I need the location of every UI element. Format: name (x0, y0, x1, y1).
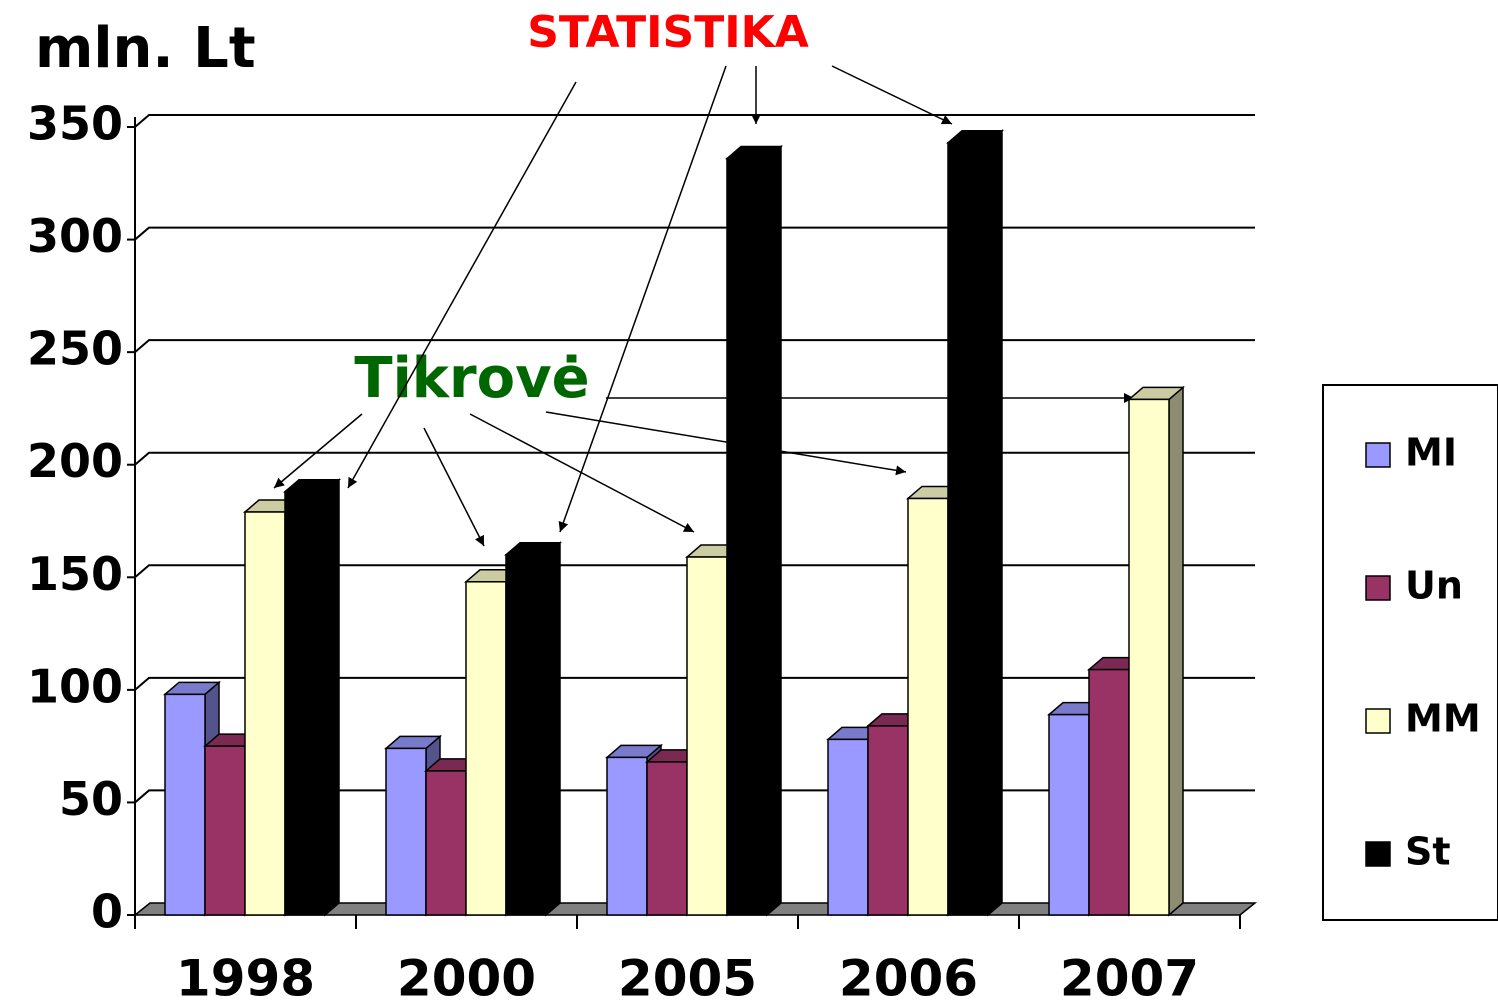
bar (385, 747, 427, 916)
y-tick-label: 200 (27, 434, 123, 488)
y-axis-label: mln. Lt (35, 16, 256, 81)
bar (1128, 398, 1170, 916)
bar (284, 490, 326, 916)
bar-side (987, 129, 1003, 917)
grid-line (134, 114, 1255, 128)
bar (204, 745, 246, 916)
bar (947, 142, 989, 916)
y-tick-label: 300 (27, 209, 123, 263)
bar (867, 725, 909, 916)
bar (726, 157, 768, 916)
y-tick-label: 100 (27, 659, 123, 713)
annotation: Tikrovė (354, 346, 589, 411)
bar (606, 756, 648, 916)
x-tick-label: 2005 (618, 950, 757, 1007)
x-tick-label: 2006 (839, 950, 978, 1007)
bar (686, 556, 728, 916)
bar-side (545, 541, 561, 917)
grid-line (134, 676, 1255, 691)
grid-line (134, 451, 1255, 466)
legend-label: Un (1405, 564, 1463, 608)
legend-box (1322, 384, 1498, 921)
legend-swatch (1365, 841, 1391, 867)
bar-side (766, 144, 782, 917)
grid-line (134, 226, 1255, 241)
y-tick-label: 150 (27, 547, 123, 601)
x-tick-label: 1998 (176, 950, 315, 1007)
bar-side (1168, 385, 1184, 917)
y-tick-label: 0 (91, 885, 123, 939)
legend-swatch (1365, 442, 1391, 468)
legend-swatch (1365, 575, 1391, 601)
annotation: STATISTIKA (527, 7, 809, 58)
bar (505, 554, 547, 916)
bar (465, 581, 507, 916)
arrows (273, 65, 1134, 547)
legend-label: St (1405, 830, 1451, 874)
y-tick-label: 250 (27, 322, 123, 376)
bar (244, 511, 286, 916)
y-tick-label: 350 (27, 97, 123, 151)
x-tick-label: 2007 (1060, 950, 1199, 1007)
y-tick-label: 50 (59, 772, 123, 826)
bar (164, 693, 206, 916)
legend-label: MI (1405, 431, 1457, 475)
bar (1088, 668, 1130, 916)
legend-swatch (1365, 708, 1391, 734)
x-tick-label: 2000 (397, 950, 536, 1007)
grid-line (134, 339, 1255, 353)
bar (646, 761, 688, 916)
bar (907, 497, 949, 916)
bar (1048, 713, 1090, 916)
bar-side (324, 478, 340, 917)
grid-line (134, 564, 1255, 579)
bar (827, 738, 869, 916)
legend-label: MM (1405, 697, 1481, 741)
bar (425, 770, 467, 916)
